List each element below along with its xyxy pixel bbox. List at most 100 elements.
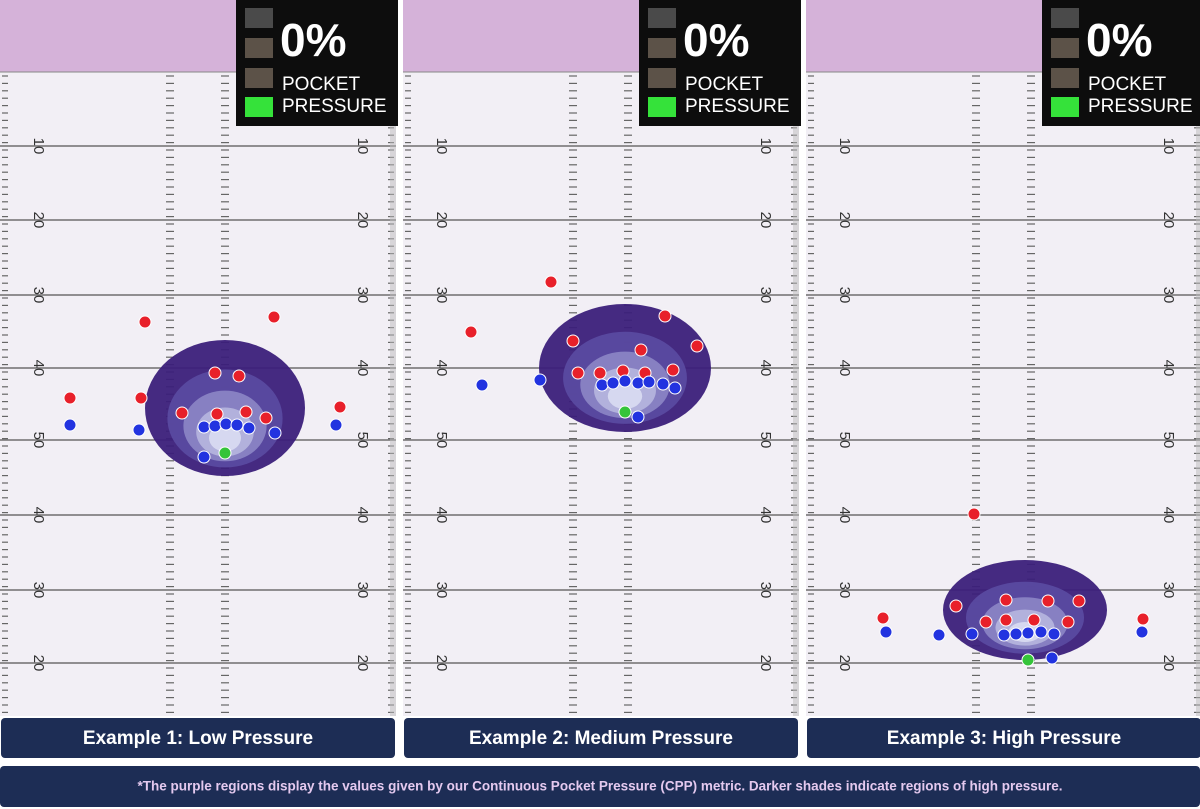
legend-swatch [245,38,273,58]
defender [333,400,347,414]
offense-player [1021,626,1035,640]
legend-label: PRESSURE [282,96,387,117]
offense-player [197,420,211,434]
pressure-percent: 0% [280,14,346,66]
offense-player [197,450,211,464]
offense-player [932,628,946,642]
legend-swatch [1051,8,1079,28]
offense-player [1047,627,1061,641]
pressure-region [607,383,643,409]
yard-number: 10 [433,138,450,155]
offense-player [1135,625,1149,639]
quarterback [618,405,632,419]
yard-number: 30 [757,287,774,304]
defender [232,369,246,383]
defender [1136,612,1150,626]
legend-label: PRESSURE [1088,96,1193,117]
offense-player [475,378,489,392]
yard-number: 30 [757,582,774,599]
footnote-bar [0,766,1200,807]
caption-bar [807,718,1200,758]
caption: Example 3: High Pressure [887,728,1121,749]
legend-swatch [1051,38,1079,58]
caption-bar [404,718,798,758]
yard-number: 20 [30,212,47,229]
offense-player [1034,625,1048,639]
yard-number: 10 [354,138,371,155]
offense-player [642,375,656,389]
defender [1072,594,1086,608]
legend-swatch [245,8,273,28]
defender [967,507,981,521]
yard-number: 40 [433,507,450,524]
offense-player [63,418,77,432]
yard-number: 30 [1160,287,1177,304]
yard-number: 10 [836,138,853,155]
defender [134,391,148,405]
yard-number: 30 [433,287,450,304]
yard-number: 50 [757,432,774,449]
offense-player [668,381,682,395]
offense-player [329,418,343,432]
panel-shadow [1196,0,1200,716]
yard-number: 20 [1160,212,1177,229]
panel-shadow [390,0,396,716]
defender [63,391,77,405]
yard-number: 20 [836,655,853,672]
yard-number: 30 [354,582,371,599]
defender [999,593,1013,607]
offense-player [965,627,979,641]
yard-number: 40 [354,360,371,377]
pressure-percent: 0% [1086,14,1152,66]
offense-player [268,426,282,440]
offense-player [631,410,645,424]
yard-number: 40 [757,507,774,524]
panel-shadow [793,0,799,716]
panel: 10 10 20 20 30 30 40 40 50 50 40 40 30 30 20 20 0% POCKET… [806,0,1200,758]
defender [1041,594,1055,608]
defender [138,315,152,329]
defender [1061,615,1075,629]
yard-number: 10 [757,138,774,155]
yard-number: 40 [836,507,853,524]
yard-number: 30 [354,287,371,304]
defender [210,407,224,421]
caption-bar [1,718,395,758]
yard-number: 20 [757,655,774,672]
defender [979,615,993,629]
yard-number: 20 [836,212,853,229]
caption: Example 2: Medium Pressure [469,728,733,749]
legend-swatch [245,68,273,88]
yard-number: 40 [1160,507,1177,524]
legend-swatch [648,68,676,88]
caption: Example 1: Low Pressure [83,728,313,749]
offense-player [533,373,547,387]
yard-number: 30 [30,582,47,599]
yard-number: 10 [30,138,47,155]
offense-player [219,417,233,431]
offense-player [1009,627,1023,641]
offense-player [242,421,256,435]
offense-player [606,376,620,390]
yard-number: 30 [30,287,47,304]
yard-number: 30 [836,582,853,599]
yard-number: 40 [836,360,853,377]
legend-label: PRESSURE [685,96,790,117]
legend-swatch [648,8,676,28]
yard-number: 10 [1160,138,1177,155]
offense-player [656,377,670,391]
panel: 10 10 20 20 30 30 40 40 50 50 40 40 30 30 20 20 0% POCKET… [403,0,801,758]
panel: 10 10 20 20 30 30 40 40 50 50 40 40 30 30 20 20 0% POCKET… [0,0,398,758]
yard-number: 20 [354,212,371,229]
legend-label: POCKET [1088,74,1167,95]
yard-number: 20 [354,655,371,672]
yard-number: 30 [433,582,450,599]
defender [949,599,963,613]
defender [464,325,478,339]
offense-player [208,419,222,433]
offense-player [132,423,146,437]
defender [876,611,890,625]
defender [544,275,558,289]
legend-label: POCKET [685,74,764,95]
